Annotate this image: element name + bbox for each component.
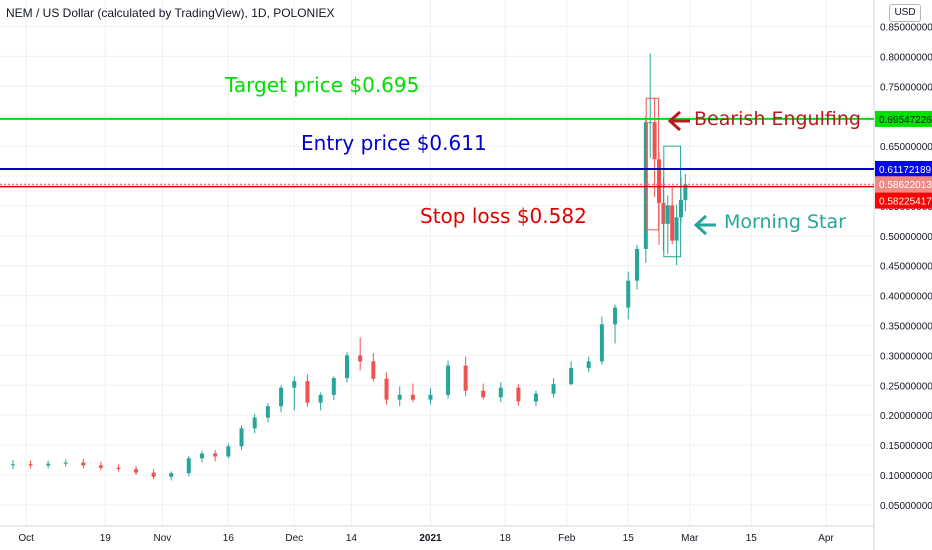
candle-body	[410, 394, 415, 400]
morning-star-arrow-head	[693, 214, 708, 236]
current-price-label: 0.58622013	[879, 180, 932, 191]
candle-body	[358, 355, 363, 362]
candle-body	[11, 464, 15, 466]
candle-body	[533, 393, 538, 402]
x-tick-label: Nov	[154, 533, 172, 544]
candle-body	[331, 378, 336, 395]
candle-body	[384, 378, 389, 400]
candle-body	[463, 365, 468, 391]
candle-body	[81, 462, 86, 466]
candle-body	[613, 307, 618, 325]
candle-body	[498, 387, 503, 398]
candle-body	[599, 324, 604, 362]
target-price-label: 0.69547226	[879, 115, 932, 126]
y-tick-label: 0.85000000	[880, 23, 932, 34]
y-tick-label: 0.30000000	[880, 351, 932, 362]
candle-body	[226, 446, 231, 457]
candle-body	[648, 122, 653, 124]
candle-body	[265, 406, 270, 418]
y-tick-label: 0.40000000	[880, 292, 932, 303]
candle-body	[670, 205, 675, 241]
entry-price-label-bg	[875, 160, 932, 177]
y-tick-label: 0.05000000	[880, 501, 932, 512]
candle-body	[551, 384, 556, 394]
morning-star-annotation: Morning Star	[724, 211, 846, 233]
candle-body	[305, 381, 310, 403]
bearish-engulfing-annotation: Bearish Engulfing	[694, 108, 861, 130]
candle-body	[292, 381, 297, 388]
candle-body	[446, 365, 451, 395]
candle-body	[169, 473, 174, 477]
x-tick-label: 2021	[419, 533, 442, 544]
candle-body	[665, 205, 670, 224]
y-tick-label: 0.20000000	[880, 411, 932, 422]
x-tick-label: Oct	[18, 533, 34, 544]
candle-body	[516, 387, 521, 402]
candle-body	[213, 453, 218, 457]
candle-body	[586, 361, 591, 368]
entry-price-label: 0.61172189	[879, 165, 932, 176]
candle-body	[674, 217, 679, 241]
candle-body	[635, 248, 640, 281]
candle-body	[371, 361, 376, 379]
x-tick-label: 16	[223, 533, 235, 544]
y-tick-label: 0.50000000	[880, 232, 932, 243]
x-tick-label: Mar	[681, 533, 699, 544]
bearish-engulfing-box	[645, 97, 660, 231]
stop-annotation: Stop loss $0.582	[420, 204, 587, 228]
target-price-label-bg	[875, 110, 932, 127]
x-tick-label: 19	[100, 533, 112, 544]
candle-body	[98, 465, 103, 468]
candle-body	[318, 394, 323, 403]
candle-body	[652, 122, 657, 160]
candle-body	[252, 417, 257, 429]
chart-title: NEM / US Dollar (calculated by TradingVi…	[6, 6, 335, 20]
candle-body	[239, 428, 244, 447]
entry-annotation: Entry price $0.611	[301, 131, 487, 155]
candle-body	[46, 463, 51, 466]
candle-body	[134, 469, 139, 473]
bearish-engulfing-arrow-head	[667, 110, 682, 132]
candle-body	[186, 458, 191, 474]
x-tick-label: Dec	[285, 533, 303, 544]
candle-body	[199, 453, 204, 459]
candle-body	[481, 390, 486, 398]
x-tick-label: Apr	[818, 533, 834, 544]
y-tick-label: 0.15000000	[880, 441, 932, 452]
y-tick-label: 0.75000000	[880, 82, 932, 93]
morning-star-box	[663, 145, 682, 258]
target-annotation: Target price $0.695	[225, 73, 420, 97]
candle-body	[116, 467, 121, 470]
candle-body	[683, 184, 688, 200]
x-tick-label: Feb	[558, 533, 576, 544]
stop-price-label: 0.58225417	[879, 197, 932, 208]
candle-body	[344, 355, 349, 379]
y-tick-label: 0.10000000	[880, 471, 932, 482]
candle-body	[569, 367, 574, 385]
currency-badge[interactable]: USD	[889, 4, 921, 22]
y-tick-label: 0.65000000	[880, 142, 932, 153]
candle-body	[28, 464, 33, 466]
candle-body	[63, 462, 68, 464]
stop-price-label-bg	[875, 192, 932, 209]
y-tick-label: 0.35000000	[880, 322, 932, 333]
candle-body	[397, 394, 402, 400]
candle-body	[428, 394, 433, 400]
y-tick-label: 0.45000000	[880, 262, 932, 273]
candle-body	[626, 280, 631, 308]
y-tick-label: 0.80000000	[880, 52, 932, 63]
y-tick-label: 0.25000000	[880, 381, 932, 392]
x-tick-label: 15	[746, 533, 758, 544]
candle-body	[151, 472, 156, 477]
candle-body	[279, 387, 284, 407]
x-tick-label: 14	[346, 533, 358, 544]
x-tick-label: 15	[623, 533, 635, 544]
x-tick-label: 18	[500, 533, 512, 544]
